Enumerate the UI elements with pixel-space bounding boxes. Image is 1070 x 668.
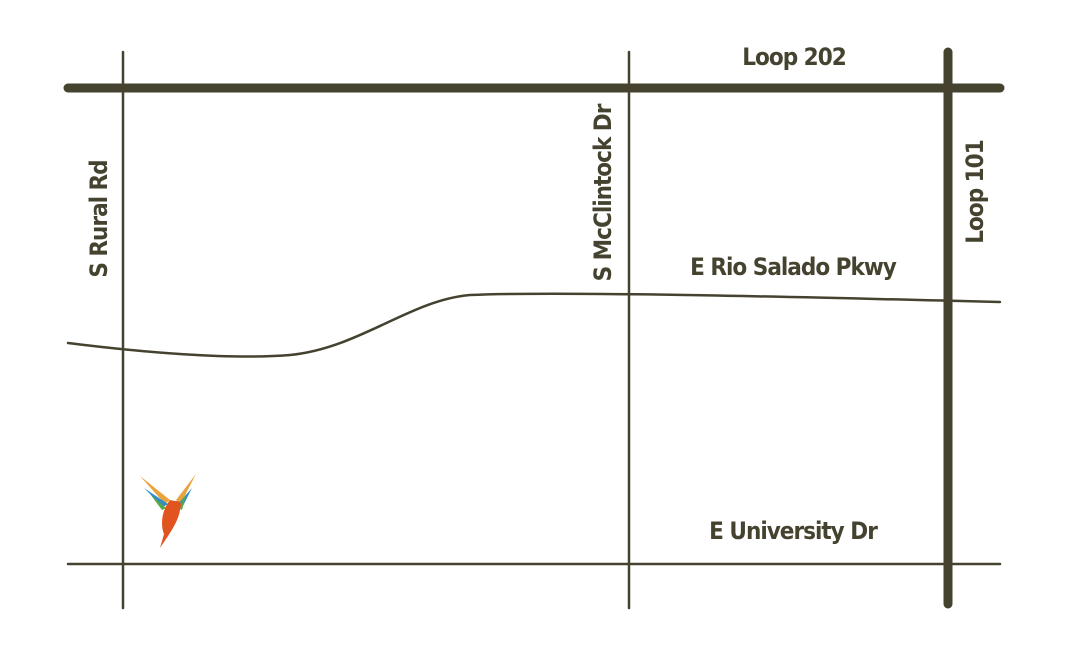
road-e-rio-salado xyxy=(66,292,1002,358)
road-label: E Rio Salado Pkwy xyxy=(690,253,897,281)
wing-feather xyxy=(150,494,166,510)
wing-feather xyxy=(144,488,168,507)
road-label: Loop 101 xyxy=(961,140,989,243)
parrot-body xyxy=(160,500,181,548)
wing-feather xyxy=(140,476,170,504)
parrot-icon xyxy=(140,474,196,548)
wing-feather xyxy=(176,474,196,503)
road-label: Loop 202 xyxy=(742,43,845,71)
road-label: E University Dr xyxy=(709,517,878,545)
road-label: S McClintock Dr xyxy=(589,103,617,281)
parrot-head xyxy=(173,501,181,509)
road-label: S Rural Rd xyxy=(85,160,113,277)
